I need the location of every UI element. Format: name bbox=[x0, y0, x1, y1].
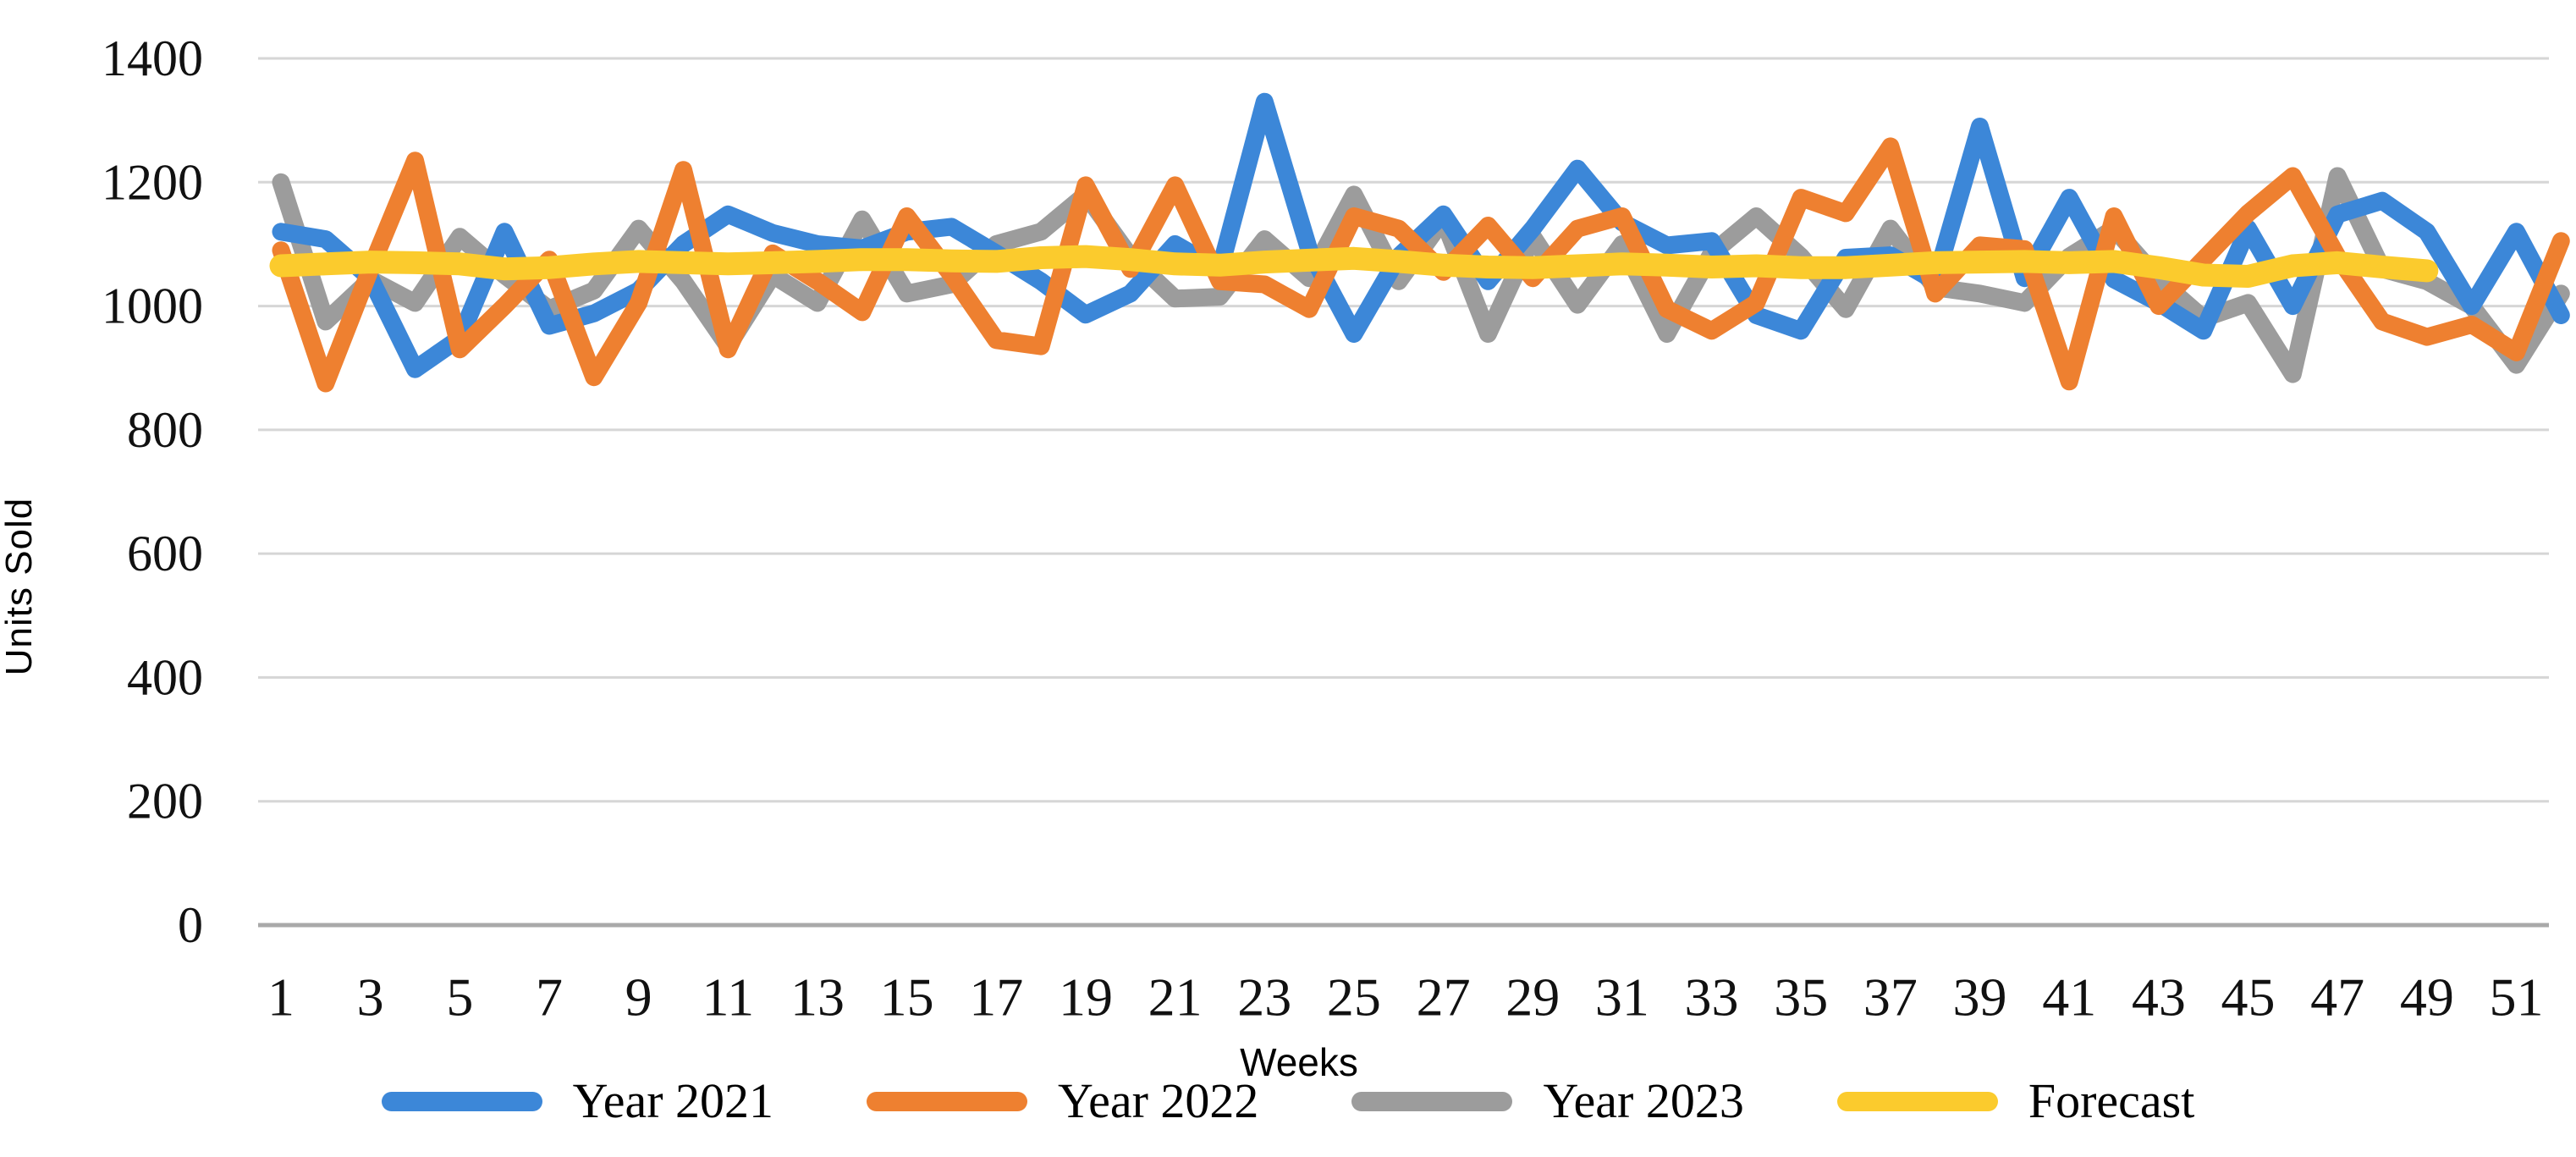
legend-item-year-2021: Year 2021 bbox=[381, 1073, 774, 1128]
y-axis-title: Units Sold bbox=[0, 497, 40, 676]
y-tick-label: 0 bbox=[178, 897, 203, 953]
x-tick-label: 13 bbox=[790, 967, 845, 1028]
x-tick-label: 23 bbox=[1237, 967, 1291, 1028]
x-tick-label: 1 bbox=[267, 967, 294, 1028]
x-tick-label: 29 bbox=[1505, 967, 1560, 1028]
x-tick-label: 47 bbox=[2310, 967, 2364, 1028]
x-tick-label: 35 bbox=[1774, 967, 1828, 1028]
legend-label-forecast: Forecast bbox=[2028, 1073, 2195, 1128]
x-tick-label: 31 bbox=[1595, 967, 1649, 1028]
x-axis-title: Weeks bbox=[1240, 1040, 1358, 1084]
x-tick-label: 9 bbox=[625, 967, 652, 1028]
series-line-forecast bbox=[269, 245, 2439, 288]
x-tick-label: 41 bbox=[2042, 967, 2096, 1028]
x-tick-label: 51 bbox=[2490, 967, 2544, 1028]
legend-swatch-year-2022-icon bbox=[867, 1091, 1028, 1111]
x-tick-label: 15 bbox=[880, 967, 934, 1028]
legend-label-year-2021: Year 2021 bbox=[572, 1073, 774, 1128]
legend-swatch-year-2021-icon bbox=[381, 1091, 542, 1111]
legend-item-year-2023: Year 2023 bbox=[1351, 1073, 1744, 1128]
x-tick-label: 5 bbox=[446, 967, 473, 1028]
x-tick-label: 43 bbox=[2132, 967, 2186, 1028]
x-tick-label: 45 bbox=[2221, 967, 2276, 1028]
y-tick-label: 600 bbox=[127, 526, 203, 581]
legend-swatch-year-2023-icon bbox=[1351, 1091, 1513, 1111]
x-tick-label: 37 bbox=[1863, 967, 1918, 1028]
x-tick-label: 49 bbox=[2400, 967, 2454, 1028]
x-tick-label: 7 bbox=[536, 967, 563, 1028]
x-tick-label: 19 bbox=[1059, 967, 1113, 1028]
x-tick-label: 25 bbox=[1327, 967, 1381, 1028]
y-tick-label: 1200 bbox=[102, 154, 203, 210]
legend-item-year-2022: Year 2022 bbox=[867, 1077, 1258, 1126]
chart-legend: Year 2021 Year 2022 Year 2023 Forecast bbox=[0, 1077, 2576, 1126]
x-tick-label: 17 bbox=[969, 967, 1023, 1028]
legend-label-year-2022: Year 2022 bbox=[1058, 1073, 1259, 1128]
x-tick-label: 27 bbox=[1417, 967, 1471, 1028]
legend-swatch-forecast-icon bbox=[1836, 1091, 1998, 1111]
y-tick-label: 400 bbox=[127, 649, 203, 705]
legend-label-year-2023: Year 2023 bbox=[1543, 1073, 1744, 1128]
y-tick-label: 200 bbox=[127, 774, 203, 829]
x-tick-label: 11 bbox=[702, 967, 754, 1028]
x-tick-label: 39 bbox=[1953, 967, 2007, 1028]
legend-item-forecast: Forecast bbox=[1836, 1073, 2195, 1128]
x-tick-label: 33 bbox=[1685, 967, 1739, 1028]
y-tick-label: 1400 bbox=[102, 30, 203, 86]
x-tick-label: 3 bbox=[357, 967, 384, 1028]
y-tick-label: 1000 bbox=[102, 278, 203, 334]
y-tick-label: 800 bbox=[127, 402, 203, 458]
x-tick-label: 21 bbox=[1148, 967, 1203, 1028]
